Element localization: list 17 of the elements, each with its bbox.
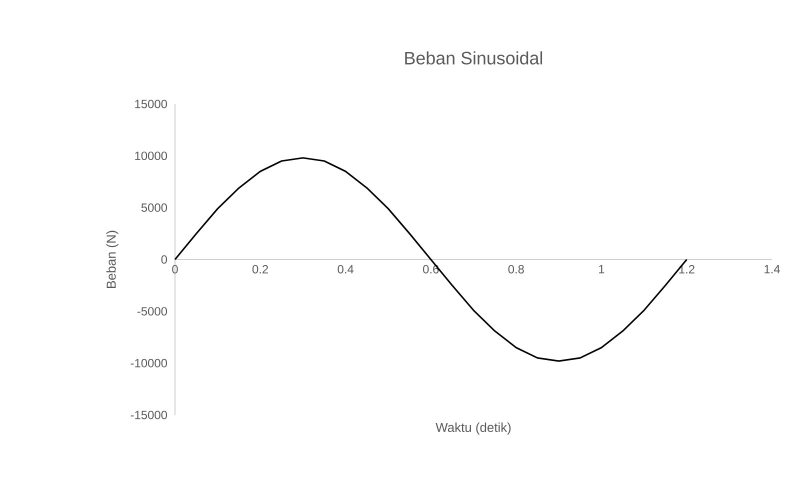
chart-title: Beban Sinusoidal xyxy=(405,51,542,64)
y-tick-label: 0 xyxy=(161,255,168,264)
y-axis-title: Beban (N) xyxy=(106,230,118,288)
x-tick-label: 0 xyxy=(172,265,178,274)
x-tick-label: 0.4 xyxy=(338,265,354,274)
x-tick-label: 0.6 xyxy=(423,265,439,274)
y-tick-label: -10000 xyxy=(130,358,168,368)
y-tick-label: -5000 xyxy=(137,307,168,316)
x-tick-label: 1.4 xyxy=(764,265,780,274)
y-tick-label: 15000 xyxy=(135,100,168,108)
x-tick-label: 0.8 xyxy=(508,265,524,274)
x-tick-label: 1 xyxy=(599,265,604,274)
y-tick-label: -15000 xyxy=(130,410,168,420)
x-axis-title: Waktu (detik) xyxy=(436,422,511,435)
x-tick-label: 0.2 xyxy=(252,265,268,274)
y-tick-label: 5000 xyxy=(141,203,168,212)
y-tick-label: 10000 xyxy=(135,152,168,160)
